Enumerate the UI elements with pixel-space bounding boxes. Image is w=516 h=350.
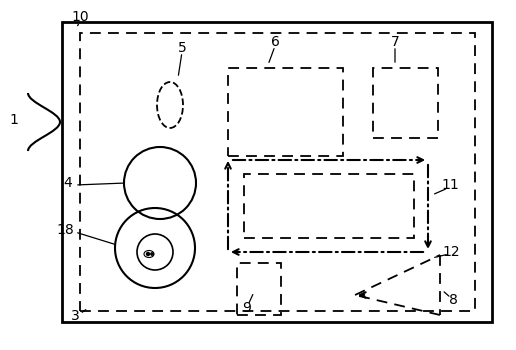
Text: 10: 10: [71, 10, 89, 24]
Text: 4: 4: [63, 176, 72, 190]
Text: 7: 7: [391, 35, 399, 49]
Text: 9: 9: [243, 301, 251, 315]
Bar: [228, 68, 343, 156]
Circle shape: [147, 252, 150, 256]
Text: 12: 12: [442, 245, 460, 259]
Text: 8: 8: [448, 293, 458, 307]
Bar: [373, 68, 438, 138]
Text: 6: 6: [270, 35, 280, 49]
Bar: [62, 22, 492, 322]
Bar: [80, 33, 475, 311]
Text: 11: 11: [441, 178, 459, 192]
Text: 1: 1: [10, 113, 19, 127]
Text: 18: 18: [56, 223, 74, 237]
Text: 5: 5: [178, 41, 186, 55]
Bar: [237, 263, 281, 315]
Bar: [244, 174, 414, 238]
Text: 3: 3: [71, 309, 79, 323]
Circle shape: [151, 253, 153, 255]
